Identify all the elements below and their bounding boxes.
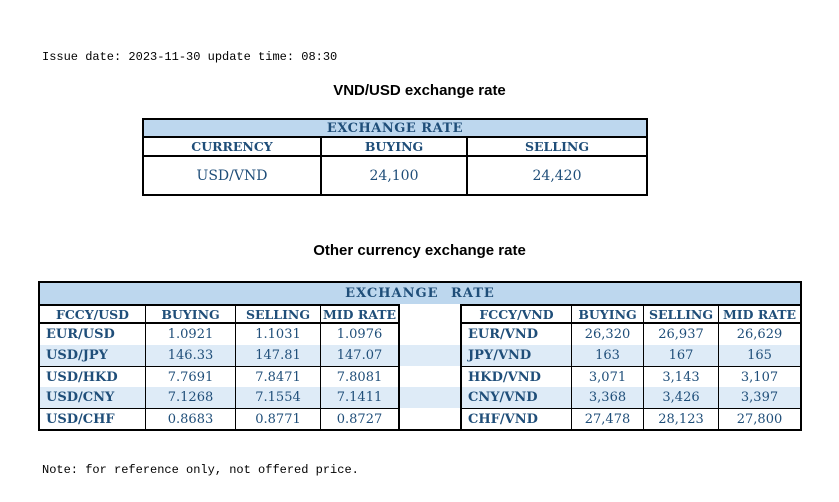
spacer-cell (400, 345, 462, 366)
currency-pair-cell: USD/CNY (40, 387, 146, 408)
column-header-buying: BUYING (572, 304, 644, 324)
buying-rate-cell: 7.7691 (146, 366, 236, 387)
selling-rate-cell: 7.1554 (236, 387, 321, 408)
buying-rate-cell: 3,368 (572, 387, 644, 408)
buying-rate-cell: 27,478 (572, 408, 644, 429)
buying-rate-cell: 24,100 (322, 157, 468, 194)
mid-rate-cell: 27,800 (719, 408, 800, 429)
usd-exchange-table: EXCHANGE RATE CURRENCY BUYING SELLING US… (142, 118, 648, 196)
currency-pair-cell: USD/VND (144, 157, 322, 194)
currency-pair-cell: USD/CHF (40, 408, 146, 429)
selling-rate-cell: 7.8471 (236, 366, 321, 387)
usd-table-banner: EXCHANGE RATE (144, 120, 646, 138)
column-header-selling: SELLING (236, 304, 321, 324)
buying-rate-cell: 0.8683 (146, 408, 236, 429)
other-table-banner: EXCHANGE RATE (40, 283, 800, 304)
buying-rate-cell: 1.0921 (146, 324, 236, 345)
selling-rate-cell: 3,143 (644, 366, 719, 387)
buying-rate-cell: 3,071 (572, 366, 644, 387)
currency-pair-cell: HKD/VND (462, 366, 572, 387)
selling-rate-cell: 28,123 (644, 408, 719, 429)
mid-rate-cell: 0.8727 (321, 408, 400, 429)
column-header-currency: CURRENCY (144, 138, 322, 157)
selling-rate-cell: 24,420 (532, 167, 582, 184)
selling-rate-cell: 26,937 (644, 324, 719, 345)
mid-rate-cell: 26,629 (736, 327, 783, 342)
column-header-mid-rate: MID RATE (321, 304, 400, 324)
mid-rate-cell: 1.0976 (321, 324, 400, 345)
buying-rate-cell: 146.33 (146, 345, 236, 366)
mid-rate-cell: 3,107 (719, 366, 800, 387)
buying-rate-cell: 26,320 (572, 324, 644, 345)
currency-pair-cell: EUR/VND (462, 324, 572, 345)
other-table-title: Other currency exchange rate (313, 242, 526, 259)
mid-rate-cell: 7.1411 (321, 387, 400, 408)
mid-rate-cell: 7.8081 (321, 366, 400, 387)
selling-rate-cell: 0.8771 (236, 408, 321, 429)
selling-rate-cell: 3,426 (644, 387, 719, 408)
spacer-cell (400, 366, 462, 387)
column-header-mid-rate: MID RATE (719, 304, 800, 324)
column-header-selling: SELLING (644, 304, 719, 324)
column-header-selling: SELLING (468, 138, 646, 157)
currency-pair-cell: USD/HKD (40, 366, 146, 387)
selling-rate-cell: 147.81 (236, 345, 321, 366)
selling-rate-cell: 167 (644, 345, 719, 366)
currency-pair-cell: USD/JPY (40, 345, 146, 366)
selling-rate-cell: 1.1031 (236, 324, 321, 345)
column-header-fccy-usd: FCCY/USD (40, 304, 146, 324)
column-header-buying: BUYING (146, 304, 236, 324)
spacer-cell (400, 387, 462, 408)
buying-rate-cell: 7.1268 (146, 387, 236, 408)
currency-pair-cell: CNY/VND (462, 387, 572, 408)
buying-rate-cell: 163 (572, 345, 644, 366)
mid-rate-cell: 147.07 (321, 345, 400, 366)
column-header-buying: BUYING (322, 138, 468, 157)
spacer-cell (400, 304, 462, 324)
currency-pair-cell: CHF/VND (462, 408, 572, 429)
mid-rate-cell: 165 (719, 345, 800, 366)
note-line: Note: for reference only, not offered pr… (42, 463, 359, 477)
spacer-cell (400, 324, 462, 345)
spacer-cell (400, 408, 462, 429)
currency-pair-cell: EUR/USD (40, 324, 146, 345)
usd-table-title: VND/USD exchange rate (333, 82, 506, 99)
column-header-fccy-vnd: FCCY/VND (462, 304, 572, 324)
mid-rate-cell: 3,397 (719, 387, 800, 408)
currency-pair-cell: JPY/VND (462, 345, 572, 366)
other-exchange-table: EXCHANGE RATE FCCY/USD BUYING SELLING MI… (38, 281, 802, 431)
issue-date-line: Issue date: 2023-11-30 update time: 08:3… (42, 50, 338, 64)
